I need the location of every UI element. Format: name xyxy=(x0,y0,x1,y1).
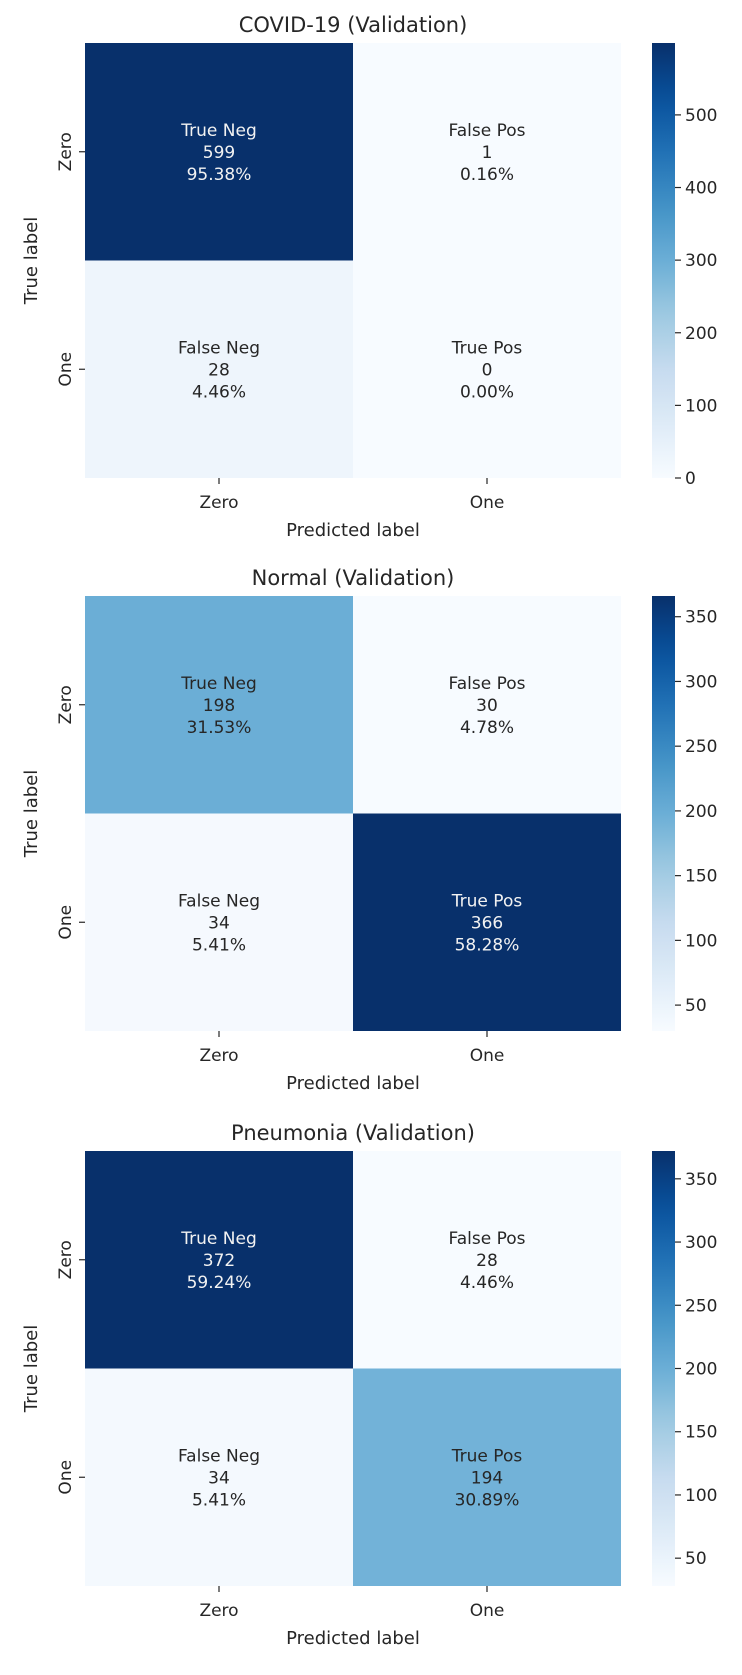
colorbar-tick-label: 0 xyxy=(685,469,696,489)
y-tick-label: Zero xyxy=(56,1240,76,1279)
colorbar-tick-label: 100 xyxy=(685,1486,717,1506)
y-axis-label: True label xyxy=(21,1325,42,1414)
chart-title: Pneumonia (Validation) xyxy=(231,1121,475,1145)
cell-percent: 4.46% xyxy=(460,1273,514,1293)
colorbar-tick-label: 250 xyxy=(685,737,717,757)
colorbar-tick-label: 100 xyxy=(685,396,717,416)
cell-label: False Pos xyxy=(449,674,526,694)
cell-label: False Neg xyxy=(178,891,260,911)
cell-count: 194 xyxy=(471,1468,503,1488)
chart-title: Normal (Validation) xyxy=(252,566,455,590)
colorbar-tick-label: 200 xyxy=(685,324,717,344)
heatmap-cell-true-pos xyxy=(353,813,621,1031)
colorbar-tick-label: 400 xyxy=(685,179,717,199)
heatmap-cell-true-pos xyxy=(353,260,621,478)
y-axis-label: True label xyxy=(21,770,42,859)
chart-title: COVID-19 (Validation) xyxy=(239,13,468,37)
x-tick-label: Zero xyxy=(199,1046,238,1066)
colorbar-tick-label: 350 xyxy=(685,608,717,628)
heatmap-cell-false-pos xyxy=(353,43,621,261)
x-tick-label: Zero xyxy=(199,493,238,513)
colorbar-tick-label: 50 xyxy=(685,1549,707,1569)
colorbar-tick-label: 50 xyxy=(685,996,707,1016)
x-tick-label: Zero xyxy=(199,1601,238,1621)
y-tick-label: One xyxy=(56,905,76,940)
cell-count: 599 xyxy=(203,143,235,163)
heatmap-cell-false-neg xyxy=(85,1368,353,1586)
cell-count: 1 xyxy=(482,143,493,163)
colorbar-tick-label: 100 xyxy=(685,931,717,951)
colorbar-tick-label: 300 xyxy=(685,251,717,271)
colorbar xyxy=(652,1151,675,1586)
x-axis-label: Predicted label xyxy=(286,1628,420,1649)
colorbar-tick-label: 250 xyxy=(685,1296,717,1316)
x-tick-label: One xyxy=(470,1601,505,1621)
cell-percent: 5.41% xyxy=(192,1490,246,1510)
x-axis-label: Predicted label xyxy=(286,1073,420,1094)
cell-percent: 30.89% xyxy=(455,1490,520,1510)
colorbar-tick-label: 200 xyxy=(685,802,717,822)
heatmap-cell-false-pos xyxy=(353,1151,621,1369)
cell-count: 30 xyxy=(476,696,498,716)
colorbar-tick-label: 300 xyxy=(685,672,717,692)
cell-percent: 5.41% xyxy=(192,935,246,955)
cell-count: 0 xyxy=(482,360,493,380)
colorbar-tick-label: 150 xyxy=(685,1423,717,1443)
cell-count: 28 xyxy=(208,360,230,380)
cell-label: True Pos xyxy=(451,338,523,358)
cell-count: 372 xyxy=(203,1251,235,1271)
cell-count: 34 xyxy=(208,913,230,933)
cell-count: 198 xyxy=(203,696,235,716)
colorbar-tick-label: 300 xyxy=(685,1233,717,1253)
cell-label: False Neg xyxy=(178,338,260,358)
y-tick-label: Zero xyxy=(56,685,76,724)
heatmap-cell-true-neg xyxy=(85,596,353,814)
cell-percent: 58.28% xyxy=(455,935,520,955)
heatmap-cell-false-neg xyxy=(85,260,353,478)
colorbar-tick-label: 150 xyxy=(685,867,717,887)
cell-count: 34 xyxy=(208,1468,230,1488)
colorbar-tick-label: 350 xyxy=(685,1170,717,1190)
y-tick-label: One xyxy=(56,1460,76,1495)
cell-label: True Pos xyxy=(451,1446,523,1466)
heatmap-cell-true-neg xyxy=(85,43,353,261)
y-tick-label: One xyxy=(56,352,76,387)
colorbar-tick-label: 200 xyxy=(685,1360,717,1380)
cell-percent: 59.24% xyxy=(187,1273,252,1293)
colorbar-tick-label: 500 xyxy=(685,106,717,126)
cell-label: False Neg xyxy=(178,1446,260,1466)
x-tick-label: One xyxy=(470,1046,505,1066)
cell-label: True Neg xyxy=(180,121,256,141)
heatmap-cell-false-pos xyxy=(353,596,621,814)
colorbar xyxy=(652,596,675,1031)
y-axis-label: True label xyxy=(21,217,42,306)
cell-percent: 4.46% xyxy=(192,382,246,402)
cell-percent: 4.78% xyxy=(460,718,514,738)
colorbar xyxy=(652,43,675,478)
cell-label: True Pos xyxy=(451,891,523,911)
heatmap-cell-true-neg xyxy=(85,1151,353,1369)
y-tick-label: Zero xyxy=(56,132,76,171)
cell-percent: 0.16% xyxy=(460,165,514,185)
heatmap-cell-true-pos xyxy=(353,1368,621,1586)
x-axis-label: Predicted label xyxy=(286,520,420,541)
x-tick-label: One xyxy=(470,493,505,513)
cell-percent: 0.00% xyxy=(460,382,514,402)
cell-count: 366 xyxy=(471,913,503,933)
cell-percent: 95.38% xyxy=(187,165,252,185)
cell-label: False Pos xyxy=(449,121,526,141)
cell-label: False Pos xyxy=(449,1229,526,1249)
heatmap-cell-false-neg xyxy=(85,813,353,1031)
cell-label: True Neg xyxy=(180,1229,256,1249)
cell-label: True Neg xyxy=(180,674,256,694)
cell-percent: 31.53% xyxy=(187,718,252,738)
cell-count: 28 xyxy=(476,1251,498,1271)
